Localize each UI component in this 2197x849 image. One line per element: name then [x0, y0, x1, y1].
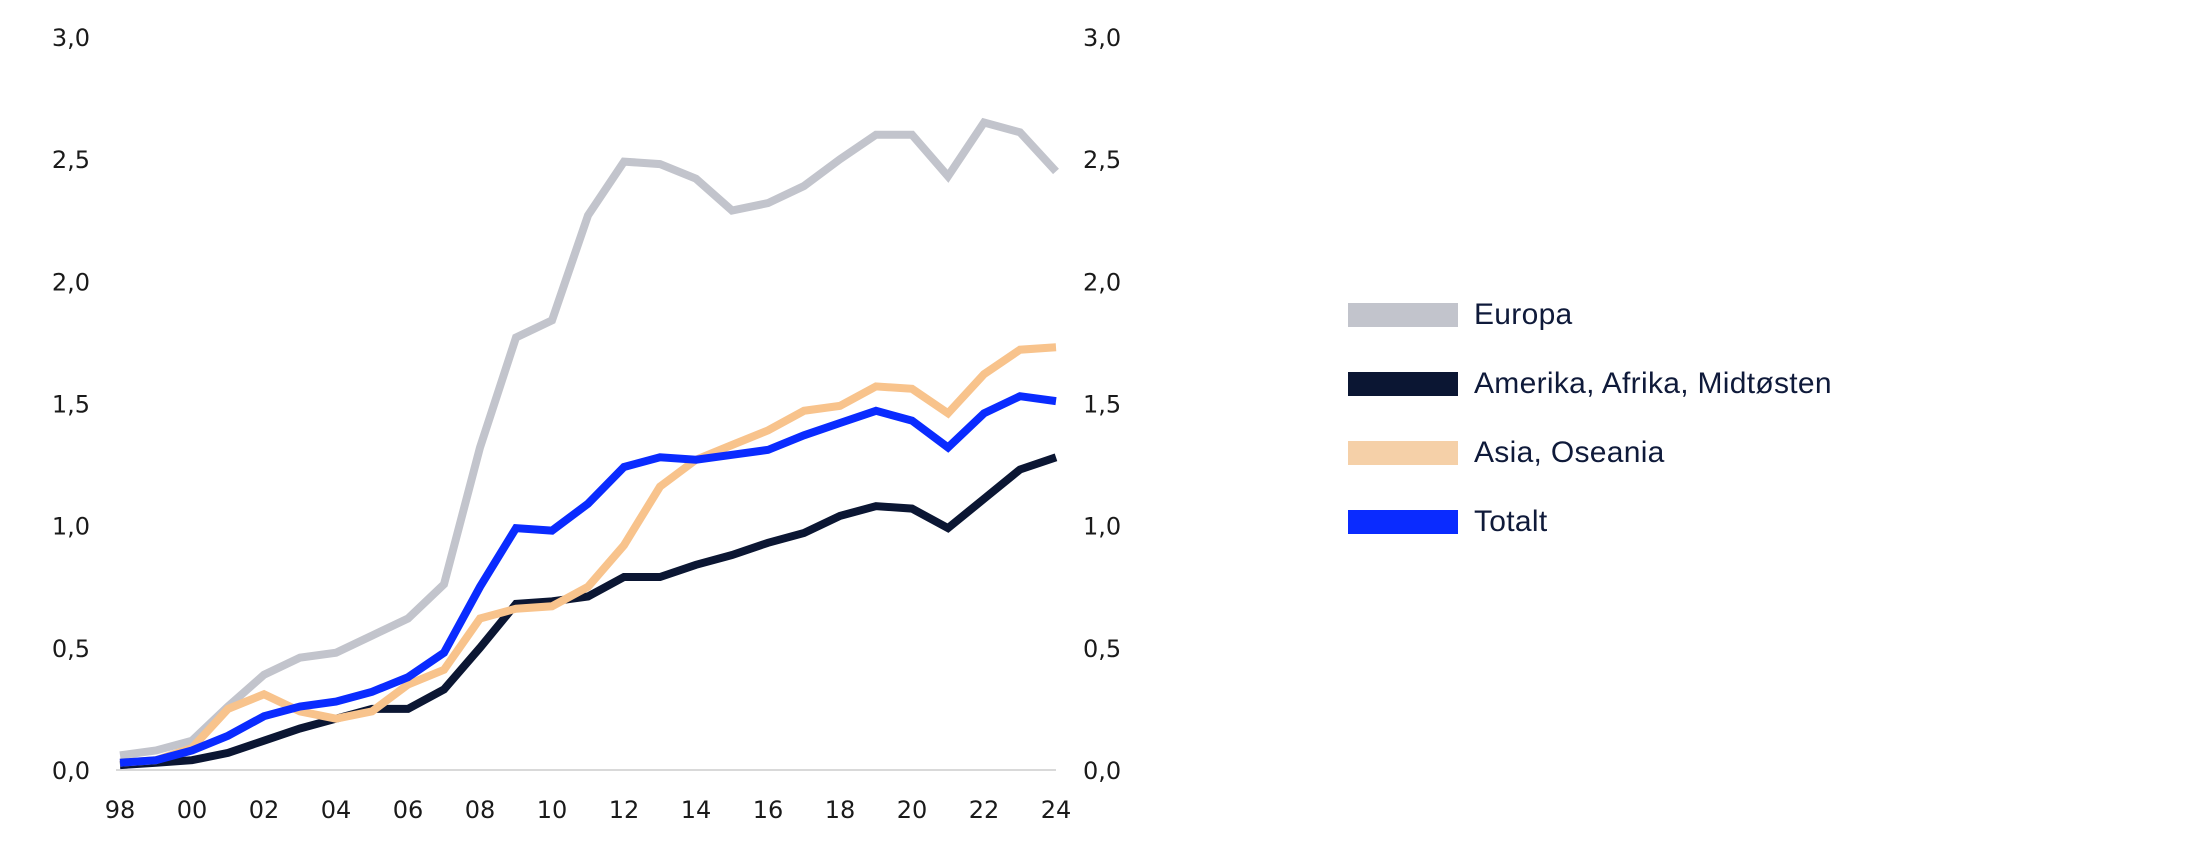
legend-label-totalt: Totalt	[1474, 504, 1548, 538]
legend-item-totalt: Totalt	[1348, 487, 1832, 556]
x-tick-label: 00	[177, 796, 208, 824]
y-tick-label-left: 0,5	[52, 635, 90, 663]
series-lines	[119, 117, 1059, 770]
x-tick-label: 14	[681, 796, 712, 824]
x-tick-label: 16	[753, 796, 784, 824]
y-tick-label-left: 1,0	[52, 513, 90, 541]
series-line-asia	[119, 343, 1057, 767]
y-tick-label-right: 0,5	[1083, 635, 1121, 663]
x-tick-label: 08	[465, 796, 496, 824]
x-axis: 98 00 02 04 06 08 10 12 14 16 18 20 22 24	[105, 796, 1072, 824]
y-tick-label-right: 0,0	[1083, 757, 1121, 785]
series-line-totalt	[119, 392, 1057, 767]
legend-swatch-totalt	[1348, 509, 1458, 534]
x-tick-label: 98	[105, 796, 136, 824]
x-tick-label: 10	[537, 796, 568, 824]
legend-swatch-amerika	[1348, 371, 1458, 396]
x-tick-label: 12	[609, 796, 640, 824]
legend: Europa Amerika, Afrika, Midtøsten Asia, …	[1348, 280, 1832, 556]
legend-label-amerika: Amerika, Afrika, Midtøsten	[1474, 366, 1832, 400]
y-tick-label-right: 2,0	[1083, 268, 1121, 296]
y-tick-label-left: 2,5	[52, 146, 90, 174]
x-tick-label: 22	[969, 796, 1000, 824]
y-tick-label-left: 2,0	[52, 268, 90, 296]
y-tick-label-right: 1,5	[1083, 391, 1121, 419]
series-line-amerika	[119, 453, 1058, 770]
line-chart: 0,0 0,5 1,0 1,5 2,0 2,5 3,0 0,0 0,5 1,0 1,5 2,0 2,5…	[52, 24, 1121, 824]
legend-swatch-europa	[1348, 302, 1458, 327]
y-tick-label-right: 3,0	[1083, 24, 1121, 52]
x-tick-label: 18	[825, 796, 856, 824]
legend-item-asia: Asia, Oseania	[1348, 418, 1832, 487]
legend-label-europa: Europa	[1474, 297, 1573, 331]
y-tick-label-right: 2,5	[1083, 146, 1121, 174]
legend-swatch-asia	[1348, 440, 1458, 465]
y-axis-left: 0,0 0,5 1,0 1,5 2,0 2,5 3,0	[52, 24, 90, 785]
y-axis-right: 0,0 0,5 1,0 1,5 2,0 2,5 3,0	[1083, 24, 1121, 785]
legend-item-amerika: Amerika, Afrika, Midtøsten	[1348, 349, 1832, 418]
x-tick-label: 04	[321, 796, 352, 824]
y-tick-label-right: 1,0	[1083, 513, 1121, 541]
series-line-europa	[119, 117, 1059, 760]
x-tick-label: 24	[1041, 796, 1072, 824]
legend-label-asia: Asia, Oseania	[1474, 435, 1665, 469]
y-tick-label-left: 3,0	[52, 24, 90, 52]
x-tick-label: 20	[897, 796, 928, 824]
x-tick-label: 02	[249, 796, 280, 824]
y-tick-label-left: 0,0	[52, 757, 90, 785]
legend-item-europa: Europa	[1348, 280, 1832, 349]
x-tick-label: 06	[393, 796, 424, 824]
y-tick-label-left: 1,5	[52, 391, 90, 419]
